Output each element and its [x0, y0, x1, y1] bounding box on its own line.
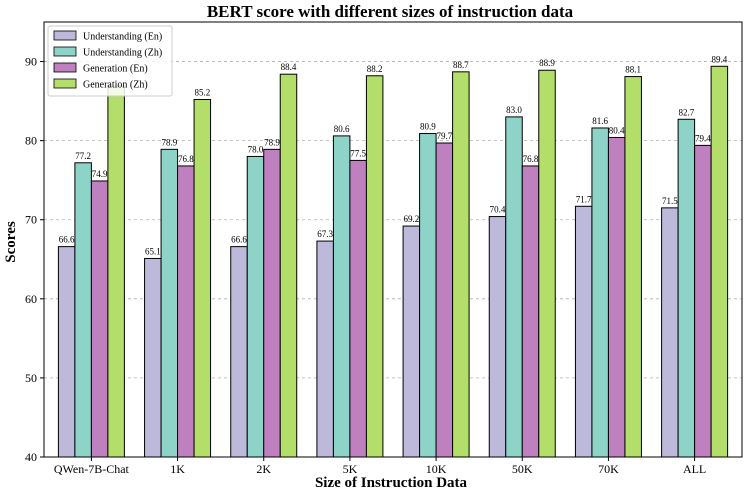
bar — [488, 216, 507, 458]
bar — [365, 75, 384, 458]
x-tick-label: QWen-7B-Chat — [54, 462, 130, 476]
x-tick-label: 10K — [426, 462, 447, 476]
bar — [349, 159, 367, 458]
data-label: 83.0 — [506, 105, 522, 115]
bar — [107, 85, 125, 458]
y-axis-label: Scores — [3, 221, 19, 263]
data-label: 89.4 — [711, 54, 727, 64]
x-tick-label: 70K — [598, 462, 619, 476]
legend-label: Understanding (Zh) — [83, 48, 162, 59]
bar — [419, 133, 437, 458]
bar — [452, 71, 470, 458]
data-label: 81.6 — [592, 116, 608, 126]
y-tick-label: 40 — [25, 450, 37, 464]
legend-box — [47, 25, 173, 97]
y-tick-label: 70 — [25, 213, 37, 227]
data-label: 85.2 — [194, 88, 210, 98]
bar — [521, 165, 540, 458]
bar — [607, 136, 626, 458]
bar — [279, 73, 298, 458]
data-label: 66.6 — [231, 235, 247, 245]
x-tick-label: 2K — [256, 462, 271, 476]
data-label: 80.9 — [420, 122, 436, 132]
data-labels: 66.677.274.965.178.976.885.266.678.078.9… — [59, 54, 728, 256]
bar — [230, 246, 248, 458]
data-label: 67.3 — [317, 229, 333, 239]
bar — [160, 148, 179, 458]
data-label: 74.9 — [92, 169, 108, 179]
bar — [332, 135, 351, 458]
data-label: 79.4 — [695, 133, 711, 143]
bar — [144, 257, 162, 458]
bar — [624, 76, 642, 458]
data-label: 71.5 — [662, 196, 678, 206]
legend: Understanding (En) Understanding (Zh) Gene… — [47, 25, 173, 97]
data-label: 78.0 — [248, 144, 264, 154]
data-label: 65.1 — [145, 246, 161, 256]
bar — [591, 127, 609, 458]
data-label: 71.7 — [576, 194, 592, 204]
legend-swatch — [53, 46, 77, 57]
axes: 40 50 60 70 80 90 QWen-7B-Chat 1K 2K 5K 10K 50K 70K A… — [25, 21, 743, 476]
bar — [710, 65, 729, 458]
legend-swatch — [53, 78, 77, 89]
data-label: 88.9 — [539, 58, 555, 68]
x-tick-label: 1K — [170, 462, 185, 476]
y-tick-label: 60 — [25, 292, 37, 306]
data-label: 88.4 — [281, 62, 297, 72]
bar — [263, 148, 281, 458]
bar — [246, 155, 265, 458]
data-label: 78.9 — [161, 137, 177, 147]
y-tick-label: 90 — [25, 55, 37, 69]
bar — [177, 165, 195, 458]
plot-frame — [43, 21, 743, 458]
bar — [74, 162, 92, 458]
data-label: 69.2 — [403, 214, 419, 224]
y-tick-label: 80 — [25, 134, 37, 148]
bar — [57, 246, 76, 458]
data-label: 88.2 — [367, 64, 383, 74]
bar — [435, 142, 454, 458]
data-label: 80.4 — [609, 125, 625, 135]
x-tick-label: 50K — [512, 462, 533, 476]
data-label: 78.9 — [264, 137, 280, 147]
data-label: 76.8 — [178, 154, 194, 164]
data-label: 77.2 — [75, 151, 91, 161]
legend-label: Generation (En) — [83, 64, 148, 75]
bar — [505, 116, 523, 458]
bars — [57, 65, 729, 458]
data-label: 70.4 — [490, 205, 506, 215]
bar — [661, 207, 679, 458]
bar — [402, 225, 421, 458]
x-tick-label: ALL — [683, 462, 706, 476]
bar — [193, 99, 212, 458]
data-label: 76.8 — [523, 154, 539, 164]
chart-title: BERT score with different sizes of instr… — [207, 2, 574, 21]
bar — [316, 240, 334, 458]
legend-swatch — [53, 30, 77, 41]
data-label: 80.6 — [334, 124, 350, 134]
bar — [90, 180, 109, 458]
y-tick-label: 50 — [25, 371, 37, 385]
bar — [574, 205, 593, 458]
bar — [538, 69, 556, 458]
data-label: 88.1 — [625, 65, 641, 75]
bar — [677, 118, 696, 458]
data-label: 66.6 — [59, 235, 75, 245]
legend-label: Understanding (En) — [83, 32, 162, 43]
x-tick-label: 5K — [343, 462, 358, 476]
x-axis-label: Size of Instruction Data — [315, 475, 468, 491]
bar — [694, 144, 712, 458]
data-label: 77.5 — [350, 148, 366, 158]
legend-swatch — [53, 62, 77, 73]
legend-label: Generation (Zh) — [83, 80, 148, 91]
data-label: 79.7 — [436, 131, 452, 141]
data-label: 82.7 — [678, 107, 694, 117]
data-label: 88.7 — [453, 60, 469, 70]
